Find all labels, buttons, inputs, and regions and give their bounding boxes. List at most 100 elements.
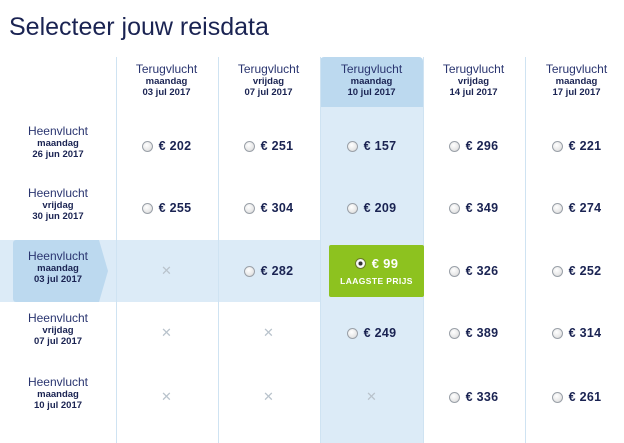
radio-button[interactable] bbox=[346, 140, 358, 152]
price-cell: ✕ bbox=[115, 366, 218, 428]
radio-button[interactable] bbox=[448, 265, 460, 277]
close-icon: ✕ bbox=[161, 263, 172, 278]
price-option[interactable]: € 282 bbox=[243, 264, 294, 278]
price-option[interactable]: € 202 bbox=[141, 139, 192, 153]
price-cell[interactable]: € 157 bbox=[320, 115, 423, 177]
price-cell[interactable]: € 249 bbox=[320, 302, 423, 364]
price-cell[interactable]: € 261 bbox=[525, 366, 624, 428]
row-header-1[interactable]: Heenvlucht maandag 26 jun 2017 bbox=[13, 115, 103, 177]
column-header-label: Terugvlucht bbox=[135, 62, 198, 76]
radio-button[interactable] bbox=[346, 327, 358, 339]
radio-button[interactable] bbox=[448, 140, 460, 152]
price-cell: ✕ bbox=[217, 302, 320, 364]
radio-button[interactable] bbox=[551, 327, 563, 339]
column-header-5[interactable]: Terugvlucht maandag 17 jul 2017 bbox=[525, 57, 624, 107]
close-icon: ✕ bbox=[263, 389, 274, 404]
price-option[interactable]: € 274 bbox=[551, 201, 602, 215]
price-option[interactable]: € 255 bbox=[141, 201, 192, 215]
price-option[interactable]: € 304 bbox=[243, 201, 294, 215]
best-price-cell[interactable]: € 99 LAAGSTE PRIJS bbox=[329, 245, 424, 297]
column-header-date: 14 jul 2017 bbox=[449, 87, 498, 98]
price-option[interactable]: € 261 bbox=[551, 390, 602, 404]
column-header-label: Terugvlucht bbox=[340, 62, 403, 76]
price-cell[interactable]: € 314 bbox=[525, 302, 624, 364]
radio-button[interactable] bbox=[141, 202, 153, 214]
radio-button[interactable] bbox=[243, 265, 255, 277]
row-header-day: maandag bbox=[37, 138, 79, 149]
column-header-3[interactable]: Terugvlucht maandag 10 jul 2017 bbox=[320, 57, 423, 107]
price-option[interactable]: € 249 bbox=[346, 326, 397, 340]
price-option[interactable]: € 296 bbox=[448, 139, 499, 153]
radio-button[interactable] bbox=[551, 391, 563, 403]
price-option[interactable]: € 349 bbox=[448, 201, 499, 215]
row-header-date: 26 jun 2017 bbox=[32, 149, 84, 160]
row-header-date: 10 jul 2017 bbox=[33, 400, 83, 411]
price-option[interactable]: € 326 bbox=[448, 264, 499, 278]
radio-button[interactable] bbox=[551, 202, 563, 214]
page-title: Selecteer jouw reisdata bbox=[9, 13, 269, 41]
price-value: € 99 bbox=[371, 256, 399, 271]
price-option[interactable]: € 251 bbox=[243, 139, 294, 153]
price-cell: ✕ bbox=[115, 240, 218, 302]
price-option[interactable]: € 336 bbox=[448, 390, 499, 404]
column-header-date: 03 jul 2017 bbox=[142, 87, 191, 98]
price-value: € 209 bbox=[363, 201, 397, 215]
row-header-day: vrijdag bbox=[42, 325, 74, 336]
price-value: € 304 bbox=[260, 201, 294, 215]
price-value: € 314 bbox=[568, 326, 602, 340]
price-cell[interactable]: € 336 bbox=[422, 366, 525, 428]
column-separator bbox=[218, 57, 219, 443]
price-value: € 251 bbox=[260, 139, 294, 153]
price-option[interactable]: € 221 bbox=[551, 139, 602, 153]
price-option[interactable]: € 99 bbox=[354, 256, 399, 271]
radio-button[interactable] bbox=[243, 202, 255, 214]
price-cell[interactable]: € 296 bbox=[422, 115, 525, 177]
radio-button[interactable] bbox=[551, 140, 563, 152]
price-cell[interactable]: € 251 bbox=[217, 115, 320, 177]
column-header-1[interactable]: Terugvlucht maandag 03 jul 2017 bbox=[115, 57, 218, 107]
row-header-3[interactable]: Heenvlucht maandag 03 jul 2017 bbox=[13, 240, 103, 302]
price-value: € 349 bbox=[465, 201, 499, 215]
price-cell[interactable]: € 326 bbox=[422, 240, 525, 302]
price-cell[interactable]: € 252 bbox=[525, 240, 624, 302]
price-cell[interactable]: € 202 bbox=[115, 115, 218, 177]
radio-button[interactable] bbox=[346, 202, 358, 214]
column-header-label: Terugvlucht bbox=[442, 62, 505, 76]
price-cell[interactable]: € 304 bbox=[217, 177, 320, 239]
price-option[interactable]: € 157 bbox=[346, 139, 397, 153]
price-option[interactable]: € 209 bbox=[346, 201, 397, 215]
price-value: € 157 bbox=[363, 139, 397, 153]
price-option[interactable]: € 389 bbox=[448, 326, 499, 340]
row-header-label: Heenvlucht bbox=[27, 311, 89, 325]
row-header-4[interactable]: Heenvlucht vrijdag 07 jul 2017 bbox=[13, 302, 103, 364]
radio-button[interactable] bbox=[551, 265, 563, 277]
column-header-4[interactable]: Terugvlucht vrijdag 14 jul 2017 bbox=[422, 57, 525, 107]
price-cell[interactable]: € 389 bbox=[422, 302, 525, 364]
price-value: € 296 bbox=[465, 139, 499, 153]
price-value: € 282 bbox=[260, 264, 294, 278]
radio-button[interactable] bbox=[448, 202, 460, 214]
selected-row-arrow bbox=[99, 240, 108, 302]
price-option[interactable]: € 314 bbox=[551, 326, 602, 340]
price-cell[interactable]: € 349 bbox=[422, 177, 525, 239]
radio-button[interactable] bbox=[243, 140, 255, 152]
column-header-2[interactable]: Terugvlucht vrijdag 07 jul 2017 bbox=[217, 57, 320, 107]
price-cell[interactable]: € 274 bbox=[525, 177, 624, 239]
radio-button[interactable] bbox=[141, 140, 153, 152]
radio-button[interactable] bbox=[448, 327, 460, 339]
radio-button[interactable] bbox=[448, 391, 460, 403]
price-cell[interactable]: € 282 bbox=[217, 240, 320, 302]
price-value: € 261 bbox=[568, 390, 602, 404]
price-cell[interactable]: € 221 bbox=[525, 115, 624, 177]
price-cell[interactable]: € 209 bbox=[320, 177, 423, 239]
price-cell[interactable]: € 255 bbox=[115, 177, 218, 239]
row-header-day: vrijdag bbox=[42, 200, 74, 211]
price-option[interactable]: € 252 bbox=[551, 264, 602, 278]
column-header-day: vrijdag bbox=[457, 76, 490, 87]
price-value: € 221 bbox=[568, 139, 602, 153]
price-value: € 249 bbox=[363, 326, 397, 340]
column-header-date: 07 jul 2017 bbox=[244, 87, 293, 98]
radio-button-selected[interactable] bbox=[354, 258, 366, 269]
row-header-5[interactable]: Heenvlucht maandag 10 jul 2017 bbox=[13, 366, 103, 428]
row-header-2[interactable]: Heenvlucht vrijdag 30 jun 2017 bbox=[13, 177, 103, 239]
